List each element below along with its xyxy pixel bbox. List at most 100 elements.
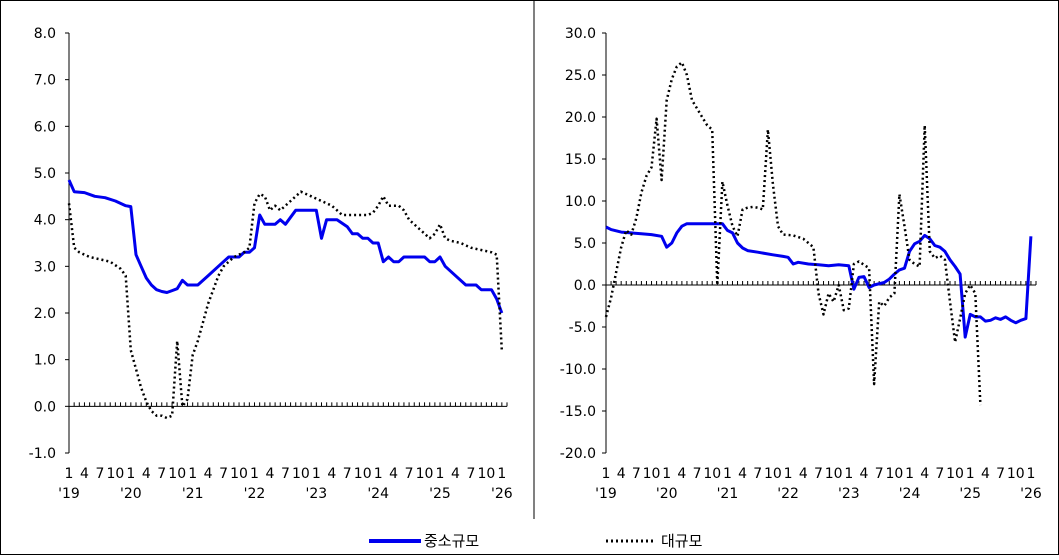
x-month-label: 7 — [157, 466, 166, 482]
y-tick-label: 25.0 — [565, 68, 596, 84]
x-year-label: '23 — [838, 486, 860, 502]
x-month-label: 1 — [126, 466, 135, 482]
x-year-label: '26 — [491, 486, 513, 502]
y-tick-label: -1.0 — [29, 446, 56, 462]
x-year-label: '19 — [595, 486, 617, 502]
y-tick-label: 1.0 — [34, 353, 56, 369]
y-tick-label: 5.0 — [34, 166, 56, 182]
legend-label-large: 대규모 — [661, 532, 703, 550]
x-month-label: 10 — [168, 466, 186, 482]
series-line-small-medium — [605, 222, 1033, 339]
x-month-label: 10 — [764, 466, 782, 482]
x-month-label: 4 — [738, 466, 747, 482]
x-month-label: 10 — [825, 466, 843, 482]
series-line-large — [604, 61, 982, 406]
y-tick-label: 6.0 — [34, 119, 56, 135]
y-tick-label: 15.0 — [565, 152, 596, 168]
x-month-label: 4 — [451, 466, 460, 482]
x-month-label: 1 — [374, 466, 383, 482]
x-month-label: 1 — [497, 466, 506, 482]
x-month-label: 1 — [662, 466, 671, 482]
x-month-label: 4 — [617, 466, 626, 482]
x-month-label: 10 — [703, 466, 721, 482]
x-month-label: 4 — [204, 466, 213, 482]
x-month-label: 7 — [753, 466, 762, 482]
x-month-label: 4 — [860, 466, 869, 482]
y-tick-label: 20.0 — [565, 110, 596, 126]
x-year-label: '19 — [58, 486, 80, 502]
series-line-small-medium — [67, 179, 504, 314]
x-month-label: 1 — [784, 466, 793, 482]
y-tick-label: 8.0 — [34, 26, 56, 42]
x-month-label: 10 — [292, 466, 310, 482]
y-tick-label: 10.0 — [565, 194, 596, 210]
y-tick-label: 4.0 — [34, 213, 56, 229]
x-year-label: '20 — [120, 486, 142, 502]
x-month-label: 7 — [875, 466, 884, 482]
x-month-label: 4 — [920, 466, 929, 482]
x-month-label: 1 — [905, 466, 914, 482]
x-month-label: 1 — [844, 466, 853, 482]
y-tick-label: 5.0 — [574, 236, 596, 252]
x-month-label: 10 — [416, 466, 434, 482]
x-month-label: 7 — [95, 466, 104, 482]
x-month-label: 1 — [188, 466, 197, 482]
x-month-label: 7 — [466, 466, 475, 482]
y-tick-label: -20.0 — [560, 446, 596, 462]
y-tick-label: 3.0 — [34, 259, 56, 275]
x-month-label: 7 — [693, 466, 702, 482]
x-month-label: 4 — [981, 466, 990, 482]
x-month-label: 1 — [723, 466, 732, 482]
x-year-label: '26 — [1020, 486, 1042, 502]
x-month-label: 4 — [389, 466, 398, 482]
x-month-label: 10 — [1007, 466, 1025, 482]
y-tick-label: -15.0 — [560, 404, 596, 420]
x-year-label: '25 — [959, 486, 981, 502]
y-tick-label: -5.0 — [569, 320, 596, 336]
x-year-label: '21 — [182, 486, 204, 502]
x-month-label: 7 — [281, 466, 290, 482]
y-tick-label: 7.0 — [34, 73, 56, 89]
x-year-label: '23 — [306, 486, 328, 502]
x-month-label: 10 — [106, 466, 124, 482]
x-month-label: 10 — [946, 466, 964, 482]
x-month-label: 7 — [405, 466, 414, 482]
x-year-label: '21 — [717, 486, 739, 502]
y-tick-label: -10.0 — [560, 362, 596, 378]
x-year-label: '22 — [777, 486, 799, 502]
x-month-label: 4 — [142, 466, 151, 482]
x-month-label: 1 — [1026, 466, 1035, 482]
series-line-large — [67, 190, 504, 420]
x-month-label: 4 — [266, 466, 275, 482]
x-month-label: 10 — [354, 466, 372, 482]
right-chart: 30.0 25.0 20.0 15.0 10.0 5.0 0.0 -5.0 -10.0 -15.0… — [560, 26, 1042, 502]
x-month-label: 7 — [814, 466, 823, 482]
x-month-label: 7 — [996, 466, 1005, 482]
x-month-label: 7 — [935, 466, 944, 482]
x-year-label: '24 — [899, 486, 921, 502]
x-month-label: 1 — [602, 466, 611, 482]
x-month-label: 1 — [250, 466, 259, 482]
x-month-label: 1 — [966, 466, 975, 482]
x-month-label: 1 — [65, 466, 74, 482]
legend-label-small-medium: 중소규모 — [424, 532, 479, 550]
x-month-label: 10 — [477, 466, 495, 482]
x-month-label: 4 — [677, 466, 686, 482]
y-tick-label: 0.0 — [34, 399, 56, 415]
y-tick-label: 30.0 — [565, 26, 596, 42]
x-month-label: 4 — [80, 466, 89, 482]
x-month-label: 7 — [219, 466, 228, 482]
x-month-label: 1 — [312, 466, 321, 482]
x-month-label: 1 — [436, 466, 445, 482]
x-month-label: 7 — [343, 466, 352, 482]
x-year-label: '25 — [429, 486, 451, 502]
left-chart: 8.07.06.05.04.03.02.01.00.0-1.01 4 7 10 1 4 7 1… — [29, 26, 513, 502]
y-tick-label: 0.0 — [574, 278, 596, 294]
x-month-label: 10 — [643, 466, 661, 482]
x-month-label: 10 — [885, 466, 903, 482]
x-year-label: '24 — [367, 486, 389, 502]
y-tick-label: 2.0 — [34, 306, 56, 322]
x-month-label: 4 — [799, 466, 808, 482]
